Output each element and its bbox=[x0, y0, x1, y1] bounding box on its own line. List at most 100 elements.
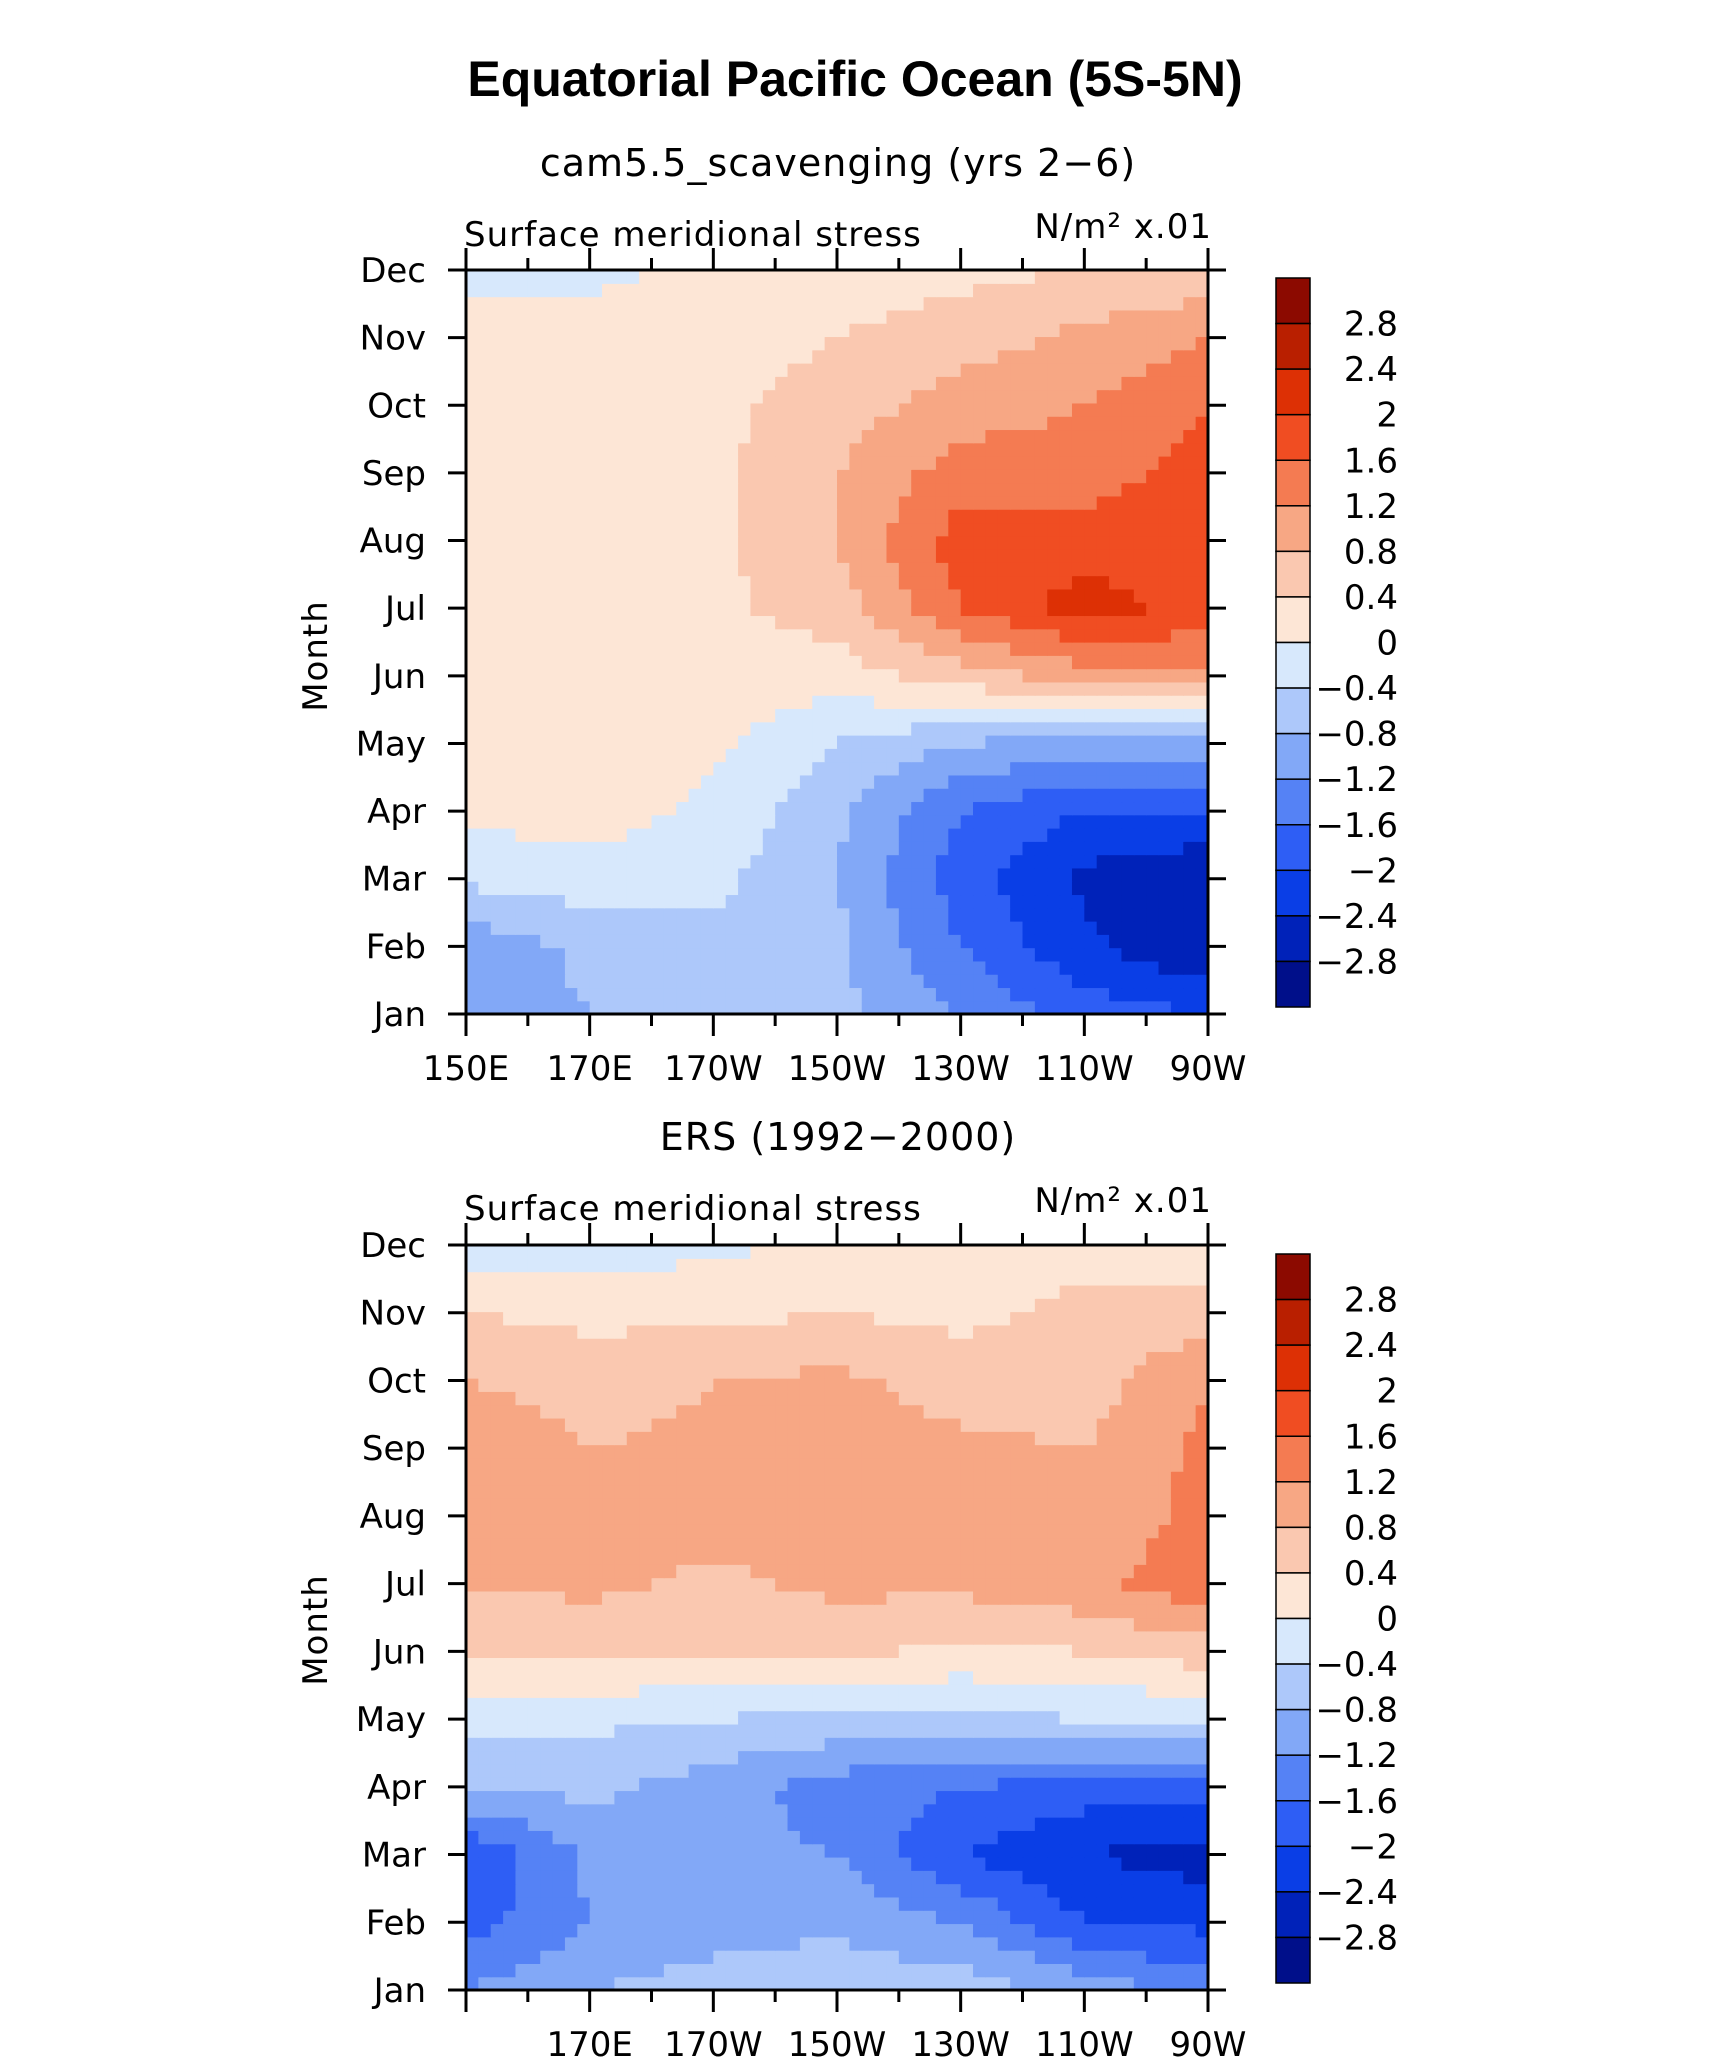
heatmap-cell bbox=[948, 416, 962, 431]
heatmap-cell bbox=[1183, 1950, 1197, 1964]
heatmap-cell bbox=[1133, 602, 1147, 617]
heatmap-cell bbox=[874, 442, 888, 457]
heatmap-cell bbox=[1034, 442, 1048, 457]
heatmap-cell bbox=[1059, 814, 1073, 829]
heatmap-cell bbox=[614, 841, 628, 856]
heatmap-cell bbox=[750, 323, 764, 338]
heatmap-cell bbox=[1183, 363, 1197, 377]
heatmap-cell bbox=[676, 894, 690, 909]
heatmap-cell bbox=[639, 1723, 653, 1738]
heatmap-cell bbox=[824, 655, 838, 670]
heatmap-cell bbox=[1059, 841, 1073, 856]
heatmap-cell bbox=[639, 602, 653, 617]
colorbar-swatch bbox=[1275, 277, 1311, 325]
heatmap-cell bbox=[564, 323, 578, 338]
heatmap-cell bbox=[861, 1723, 875, 1738]
heatmap-cell bbox=[824, 1856, 838, 1871]
heatmap-cell bbox=[688, 1883, 702, 1898]
heatmap-cell bbox=[1133, 708, 1147, 723]
heatmap-cell bbox=[787, 801, 801, 816]
heatmap-cell bbox=[1022, 1670, 1036, 1685]
heatmap-cell bbox=[503, 1657, 517, 1672]
heatmap-cell bbox=[849, 735, 863, 749]
heatmap-cell bbox=[503, 1670, 517, 1685]
heatmap-cell bbox=[466, 960, 479, 975]
heatmap-cell bbox=[713, 814, 727, 829]
heatmap-cell bbox=[1022, 708, 1036, 723]
heatmap-cell bbox=[564, 522, 578, 537]
heatmap-cell bbox=[973, 1883, 986, 1898]
heatmap-cell bbox=[552, 1803, 566, 1818]
heatmap-cell bbox=[614, 907, 628, 922]
heatmap-cell bbox=[898, 907, 912, 922]
heatmap-cell bbox=[898, 1723, 912, 1738]
heatmap-cell bbox=[515, 323, 529, 338]
heatmap-cell bbox=[861, 615, 875, 630]
heatmap-cell bbox=[1146, 1963, 1160, 1978]
heatmap-cell bbox=[1170, 1000, 1184, 1015]
heatmap-cell bbox=[527, 429, 541, 444]
heatmap-cell bbox=[713, 482, 727, 497]
heatmap-cell bbox=[713, 349, 727, 364]
heatmap-cell bbox=[1022, 921, 1036, 935]
heatmap-cell bbox=[1170, 708, 1184, 723]
heatmap-cell bbox=[1034, 867, 1048, 882]
heatmap-cell bbox=[1183, 801, 1197, 816]
heatmap-cell bbox=[688, 1697, 702, 1712]
heatmap-cell bbox=[762, 894, 776, 909]
heatmap-cell bbox=[1010, 1723, 1024, 1738]
heatmap-cell bbox=[602, 1950, 615, 1964]
heatmap-cell bbox=[552, 456, 566, 470]
heatmap-cell bbox=[1071, 283, 1085, 298]
heatmap-cell bbox=[577, 695, 591, 710]
heatmap-cell bbox=[1096, 429, 1110, 444]
heatmap-cell bbox=[503, 309, 517, 324]
heatmap-cell bbox=[1146, 947, 1160, 962]
heatmap-cell bbox=[515, 947, 529, 962]
heatmap-cell bbox=[651, 495, 665, 510]
heatmap-cell bbox=[503, 402, 517, 417]
heatmap-cell bbox=[935, 828, 949, 842]
heatmap-cell bbox=[824, 1710, 838, 1725]
panel-1-y-axis-title: Month bbox=[296, 600, 336, 712]
heatmap-cell bbox=[762, 562, 776, 577]
heatmap-cell bbox=[750, 655, 764, 670]
heatmap-cell bbox=[812, 509, 826, 524]
heatmap-cell bbox=[614, 602, 628, 617]
heatmap-cell bbox=[1146, 907, 1160, 922]
heatmap-cell bbox=[1034, 588, 1048, 603]
heatmap-cell bbox=[1071, 934, 1085, 949]
heatmap-cell bbox=[478, 894, 492, 909]
heatmap-cell bbox=[626, 602, 640, 617]
heatmap-cell bbox=[898, 1856, 912, 1871]
heatmap-cell bbox=[997, 1657, 1011, 1672]
heatmap-cell bbox=[725, 1803, 739, 1818]
heatmap-cell bbox=[874, 363, 888, 377]
heatmap-cell bbox=[614, 1896, 628, 1911]
heatmap-cell bbox=[688, 761, 702, 776]
heatmap-cell bbox=[1047, 814, 1061, 829]
heatmap-cell bbox=[614, 894, 628, 909]
heatmap-cell bbox=[515, 774, 529, 789]
heatmap-cell bbox=[1096, 708, 1110, 723]
heatmap-cell bbox=[874, 482, 888, 497]
heatmap-cell bbox=[663, 575, 677, 590]
heatmap-cell bbox=[700, 761, 714, 776]
heatmap-cell bbox=[948, 509, 962, 524]
heatmap-cell bbox=[725, 642, 739, 656]
heatmap-cell bbox=[973, 1670, 986, 1685]
heatmap-cell bbox=[1183, 774, 1197, 789]
heatmap-cell bbox=[676, 482, 690, 497]
heatmap-cell bbox=[676, 535, 690, 550]
heatmap-cell bbox=[874, 828, 888, 842]
heatmap-cell bbox=[1121, 921, 1135, 935]
heatmap-cell bbox=[812, 1000, 826, 1015]
heatmap-cell bbox=[923, 1830, 937, 1845]
heatmap-cell bbox=[676, 735, 690, 749]
heatmap-cell bbox=[775, 549, 789, 563]
heatmap-cell bbox=[725, 867, 739, 882]
heatmap-cell bbox=[898, 854, 912, 869]
heatmap-cell bbox=[700, 323, 714, 338]
heatmap-cell bbox=[1071, 376, 1085, 391]
heatmap-cell bbox=[750, 509, 764, 524]
